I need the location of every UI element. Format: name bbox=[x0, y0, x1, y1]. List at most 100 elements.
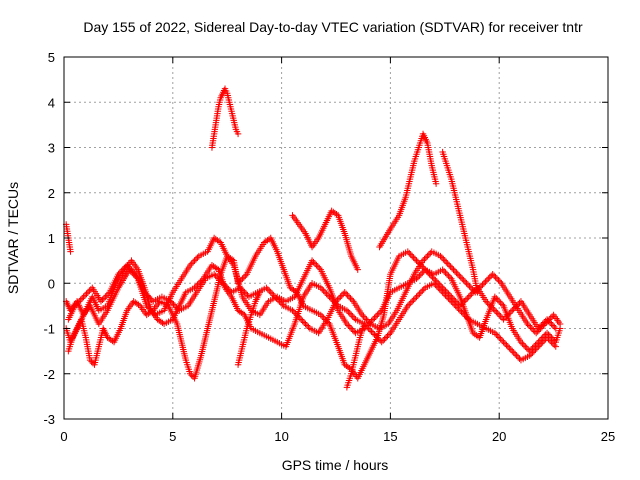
data-point bbox=[438, 254, 446, 261]
data-point bbox=[465, 293, 472, 301]
data-point bbox=[524, 320, 531, 328]
data-point bbox=[544, 317, 551, 325]
data-point bbox=[504, 343, 512, 350]
y-tick-label: 5 bbox=[48, 50, 55, 65]
grid-lines bbox=[64, 57, 608, 419]
data-point bbox=[372, 332, 380, 340]
data-point bbox=[406, 249, 413, 257]
data-point bbox=[441, 257, 448, 264]
data-point bbox=[546, 337, 554, 344]
data-point bbox=[427, 272, 435, 279]
data-point bbox=[474, 286, 482, 293]
y-tick-label: 4 bbox=[48, 95, 55, 110]
data-point bbox=[509, 347, 516, 355]
data-point bbox=[494, 332, 501, 340]
data-point bbox=[67, 248, 74, 255]
data-point bbox=[313, 261, 320, 269]
data-point bbox=[274, 296, 282, 304]
data-point bbox=[212, 272, 219, 279]
data-point bbox=[215, 275, 222, 282]
data-point bbox=[167, 298, 174, 305]
data-point bbox=[366, 319, 373, 326]
data-point bbox=[440, 290, 448, 298]
data-point bbox=[548, 338, 555, 346]
data-point bbox=[517, 338, 525, 346]
data-point bbox=[364, 317, 372, 325]
data-point bbox=[310, 258, 317, 266]
data-point bbox=[144, 292, 151, 299]
data-point bbox=[430, 280, 438, 287]
data-point bbox=[80, 293, 87, 301]
data-point bbox=[267, 289, 274, 296]
x-tick-label: 10 bbox=[274, 429, 288, 444]
data-point bbox=[522, 343, 529, 350]
y-tick-label: 0 bbox=[48, 276, 55, 291]
data-point bbox=[541, 320, 549, 328]
data-point bbox=[361, 314, 369, 322]
data-point bbox=[413, 257, 420, 264]
data-point bbox=[276, 298, 283, 305]
data-point bbox=[366, 326, 374, 334]
data-point bbox=[100, 295, 108, 302]
data-point bbox=[360, 313, 367, 320]
data-point bbox=[189, 258, 197, 266]
data-point bbox=[538, 340, 545, 347]
data-point bbox=[549, 340, 557, 347]
data-point bbox=[156, 317, 163, 324]
data-point bbox=[379, 337, 387, 344]
data-point bbox=[260, 239, 268, 246]
data-point bbox=[410, 254, 417, 261]
x-tick-label: 15 bbox=[383, 429, 397, 444]
data-point bbox=[334, 296, 341, 304]
data-point bbox=[345, 293, 353, 301]
data-point bbox=[378, 338, 385, 346]
data-point bbox=[496, 334, 503, 341]
data-points bbox=[62, 85, 564, 391]
data-point bbox=[305, 323, 312, 331]
data-point bbox=[461, 278, 469, 285]
data-point bbox=[413, 293, 420, 301]
data-point bbox=[551, 323, 558, 331]
data-point bbox=[119, 266, 126, 273]
data-point bbox=[384, 332, 391, 340]
data-point bbox=[78, 295, 86, 302]
data-point bbox=[297, 316, 305, 323]
data-point bbox=[369, 316, 377, 323]
data-point bbox=[296, 314, 303, 322]
data-point bbox=[349, 326, 356, 334]
data-point bbox=[116, 269, 124, 276]
data-point bbox=[346, 323, 353, 331]
data-point bbox=[547, 314, 554, 322]
data-point bbox=[317, 311, 324, 319]
data-point bbox=[448, 298, 455, 305]
data-point bbox=[432, 281, 439, 288]
data-point bbox=[187, 370, 194, 377]
data-point bbox=[289, 307, 296, 314]
data-point bbox=[497, 313, 504, 320]
data-point bbox=[371, 331, 378, 338]
data-point bbox=[410, 296, 417, 304]
data-point bbox=[337, 293, 344, 301]
data-point bbox=[511, 350, 519, 358]
data-point bbox=[173, 304, 180, 311]
data-point bbox=[262, 238, 270, 245]
data-point bbox=[216, 277, 224, 284]
data-point bbox=[507, 346, 515, 353]
data-point bbox=[509, 307, 516, 314]
data-point bbox=[239, 287, 247, 294]
data-point bbox=[489, 271, 496, 278]
data-point bbox=[238, 286, 245, 293]
data-point bbox=[530, 347, 538, 355]
data-point bbox=[450, 266, 457, 273]
data-point bbox=[420, 264, 427, 272]
data-point bbox=[363, 323, 371, 331]
data-point bbox=[84, 289, 92, 296]
data-point bbox=[540, 337, 548, 344]
data-point bbox=[365, 325, 372, 332]
data-point bbox=[419, 269, 426, 276]
data-point bbox=[548, 320, 555, 328]
data-point bbox=[443, 293, 451, 301]
data-point bbox=[332, 298, 340, 305]
data-point bbox=[240, 274, 248, 281]
y-tick-label: 2 bbox=[48, 186, 55, 201]
